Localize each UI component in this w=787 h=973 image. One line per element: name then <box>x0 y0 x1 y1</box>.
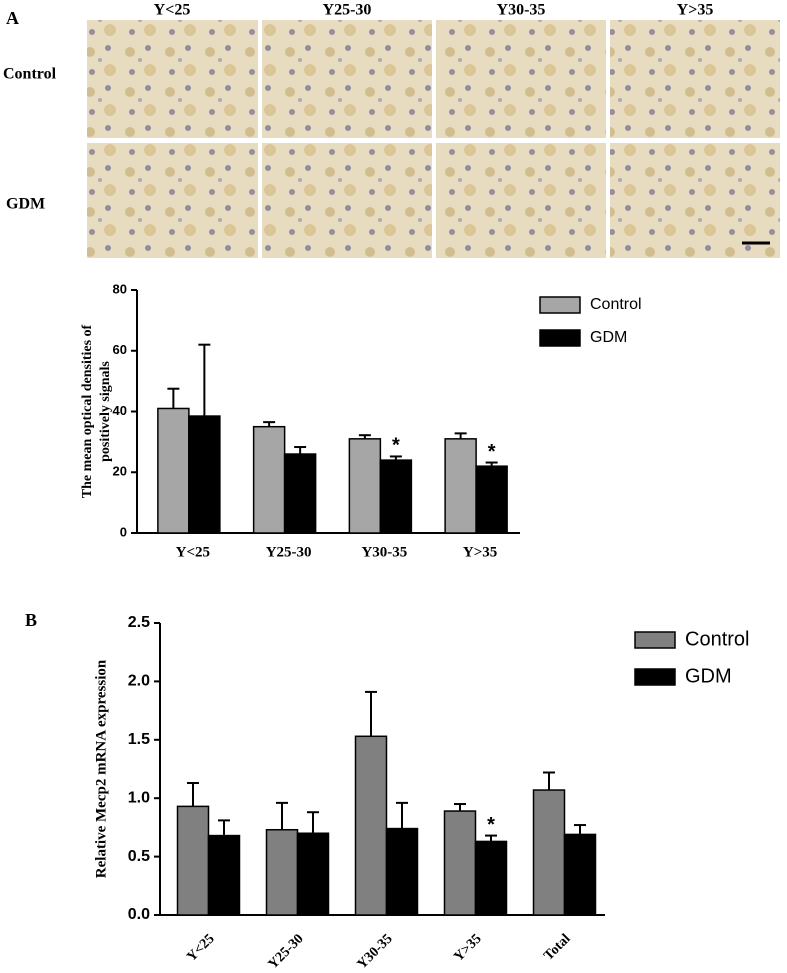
bar <box>283 453 317 534</box>
micrograph-grid <box>87 20 780 258</box>
x-tick-label: Y>35 <box>463 544 497 560</box>
micrograph <box>436 20 606 138</box>
bar <box>532 789 566 916</box>
micrograph <box>436 143 606 258</box>
legend-label: Control <box>685 628 749 650</box>
row-label: Control <box>3 66 57 83</box>
bar <box>207 834 241 916</box>
bar <box>265 828 299 916</box>
significance-label: * <box>488 441 496 463</box>
bar <box>444 438 477 534</box>
bar <box>379 459 413 534</box>
y-axis-label: The mean optical densities of <box>80 324 95 498</box>
x-tick-label: Y30-35 <box>361 544 407 560</box>
micrograph <box>610 143 780 258</box>
y-tick-label: 0 <box>120 524 127 539</box>
bar <box>348 438 382 534</box>
legend-swatch <box>634 631 676 649</box>
x-tick-label: Y25-30 <box>266 544 312 560</box>
micrograph <box>87 20 258 138</box>
bar <box>176 805 210 916</box>
legend-label: GDM <box>590 329 627 346</box>
micrograph <box>262 20 432 138</box>
column-label: Y<25 <box>154 2 191 19</box>
bar <box>563 833 597 916</box>
y-tick-label: 80 <box>113 281 127 296</box>
bar <box>296 832 330 916</box>
y-tick-label: 1.5 <box>128 731 150 748</box>
significance-label: * <box>392 435 400 457</box>
legend-label: GDM <box>685 665 732 687</box>
column-label: Y>35 <box>677 2 714 19</box>
y-tick-label: 60 <box>113 342 127 357</box>
y-tick-label: 20 <box>113 464 127 479</box>
y-axis-label: Relative Mecp2 mRNA expression <box>93 659 109 878</box>
legend-swatch <box>539 329 581 347</box>
micrograph <box>610 20 780 138</box>
column-label: Y30-35 <box>497 2 546 19</box>
bar <box>188 415 221 534</box>
y-tick-label: 0.5 <box>128 848 150 865</box>
bar <box>443 810 477 916</box>
panel-label: A <box>6 8 19 28</box>
y-tick-label: 2.5 <box>128 614 150 631</box>
x-tick-label: Total <box>541 931 573 963</box>
x-tick-label: Y>35 <box>451 931 484 964</box>
row-label: GDM <box>6 196 45 213</box>
bar <box>475 465 508 534</box>
x-tick-label: Y<25 <box>184 931 217 964</box>
x-tick-label: Y30-35 <box>355 931 396 972</box>
bar <box>385 827 419 916</box>
x-tick-label: Y25-30 <box>266 931 307 972</box>
y-tick-label: 40 <box>113 403 127 418</box>
legend-swatch <box>539 296 581 314</box>
legend-swatch <box>634 668 676 686</box>
bar <box>474 840 508 916</box>
micrograph <box>262 143 432 258</box>
y-tick-label: 1.0 <box>128 789 150 806</box>
bar <box>354 735 388 916</box>
y-tick-label: 2.0 <box>128 673 150 690</box>
panel-label: B <box>25 610 37 630</box>
bar <box>157 407 190 534</box>
bar <box>252 425 286 534</box>
micrograph <box>87 143 258 258</box>
significance-label: * <box>487 814 495 836</box>
y-axis-label: positively signals <box>98 361 113 462</box>
legend-label: Control <box>590 296 642 313</box>
column-label: Y25-30 <box>323 2 372 19</box>
x-tick-label: Y<25 <box>176 544 210 560</box>
y-tick-label: 0.0 <box>128 906 150 923</box>
